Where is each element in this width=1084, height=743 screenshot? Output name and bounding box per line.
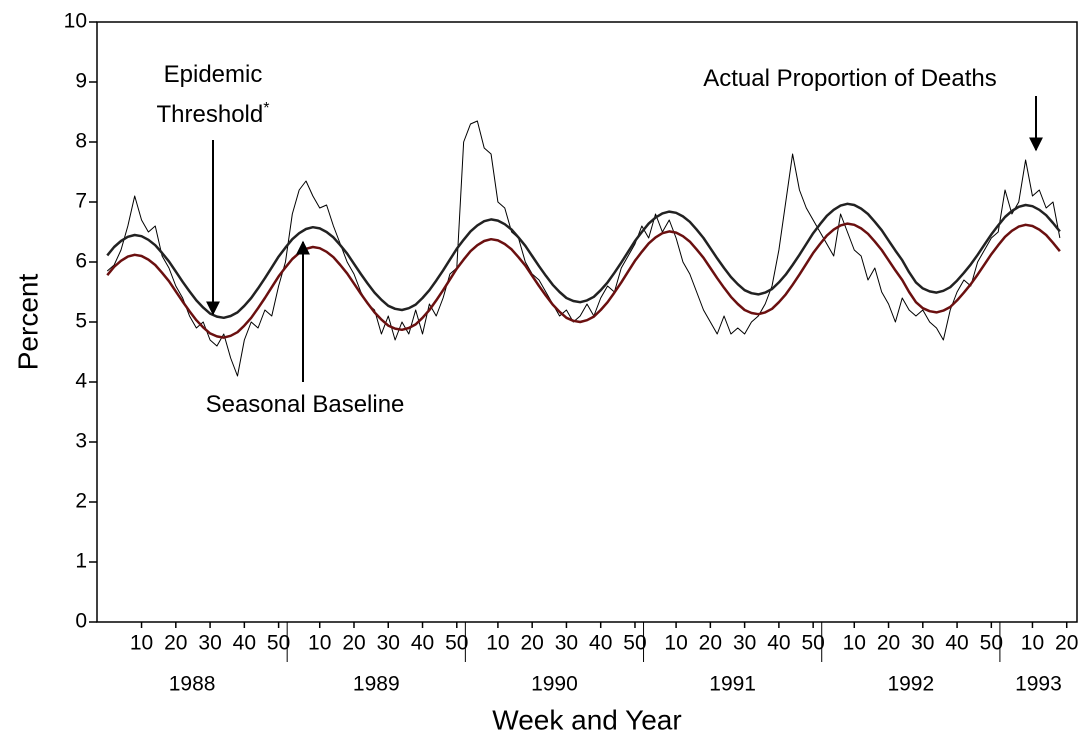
x-tick-label: 10 — [1021, 632, 1044, 655]
year-label: 1992 — [887, 673, 934, 696]
series-line — [106, 120, 1061, 377]
x-tick-label: 20 — [520, 632, 543, 655]
x-tick-label: 30 — [377, 632, 400, 655]
y-tick-label: 9 — [75, 70, 87, 93]
x-tick-label: 30 — [911, 632, 934, 655]
annotation-text: Epidemic Threshold — [156, 61, 264, 128]
year-label: 1989 — [353, 673, 400, 696]
x-tick-label: 40 — [411, 632, 434, 655]
y-tick-label: 1 — [75, 550, 87, 573]
annotation-marker: * — [263, 100, 270, 117]
x-tick-label: 10 — [843, 632, 866, 655]
year-label: 1990 — [531, 673, 578, 696]
y-tick-label: 10 — [64, 10, 87, 33]
x-tick-label: 20 — [342, 632, 365, 655]
x-tick-label: 50 — [801, 632, 824, 655]
x-tick-label: 20 — [164, 632, 187, 655]
x-tick-label: 40 — [233, 632, 256, 655]
x-tick-label: 30 — [555, 632, 578, 655]
x-tick-label: 10 — [308, 632, 331, 655]
x-tick-label: 50 — [623, 632, 646, 655]
x-tick-label: 10 — [486, 632, 509, 655]
x-tick-label: 10 — [130, 632, 153, 655]
y-tick-label: 6 — [75, 250, 87, 273]
baseline-annotation: Seasonal Baseline — [205, 391, 405, 418]
series-line — [106, 202, 1061, 320]
x-tick-label: 20 — [1055, 632, 1078, 655]
y-tick-label: 2 — [75, 490, 87, 513]
x-tick-label: 40 — [767, 632, 790, 655]
plot-area — [106, 120, 1061, 377]
x-tick-label: 30 — [733, 632, 756, 655]
x-tick-label: 50 — [445, 632, 468, 655]
x-tick-label: 40 — [945, 632, 968, 655]
x-tick-label: 20 — [699, 632, 722, 655]
year-label: 1991 — [709, 673, 756, 696]
y-tick-label: 3 — [75, 430, 87, 453]
x-axis-title: Week and Year — [492, 704, 681, 735]
x-tick-label: 20 — [877, 632, 900, 655]
y-axis-title: Percent — [12, 274, 43, 371]
x-tick-label: 50 — [980, 632, 1003, 655]
x-tick-label: 40 — [589, 632, 612, 655]
x-tick-label: 50 — [267, 632, 290, 655]
y-tick-label: 8 — [75, 130, 87, 153]
actual-annotation: Actual Proportion of Deaths — [703, 65, 997, 92]
y-tick-label: 7 — [75, 190, 87, 213]
y-tick-label: 0 — [75, 610, 87, 633]
series-line — [106, 222, 1061, 339]
x-tick-label: 10 — [664, 632, 687, 655]
x-tick-label: 30 — [198, 632, 221, 655]
threshold-annotation: Epidemic Threshold* — [143, 58, 283, 132]
y-tick-label: 4 — [75, 370, 87, 393]
year-label: 1988 — [169, 673, 216, 696]
y-tick-label: 5 — [75, 310, 87, 333]
year-label: 1993 — [1015, 673, 1062, 696]
